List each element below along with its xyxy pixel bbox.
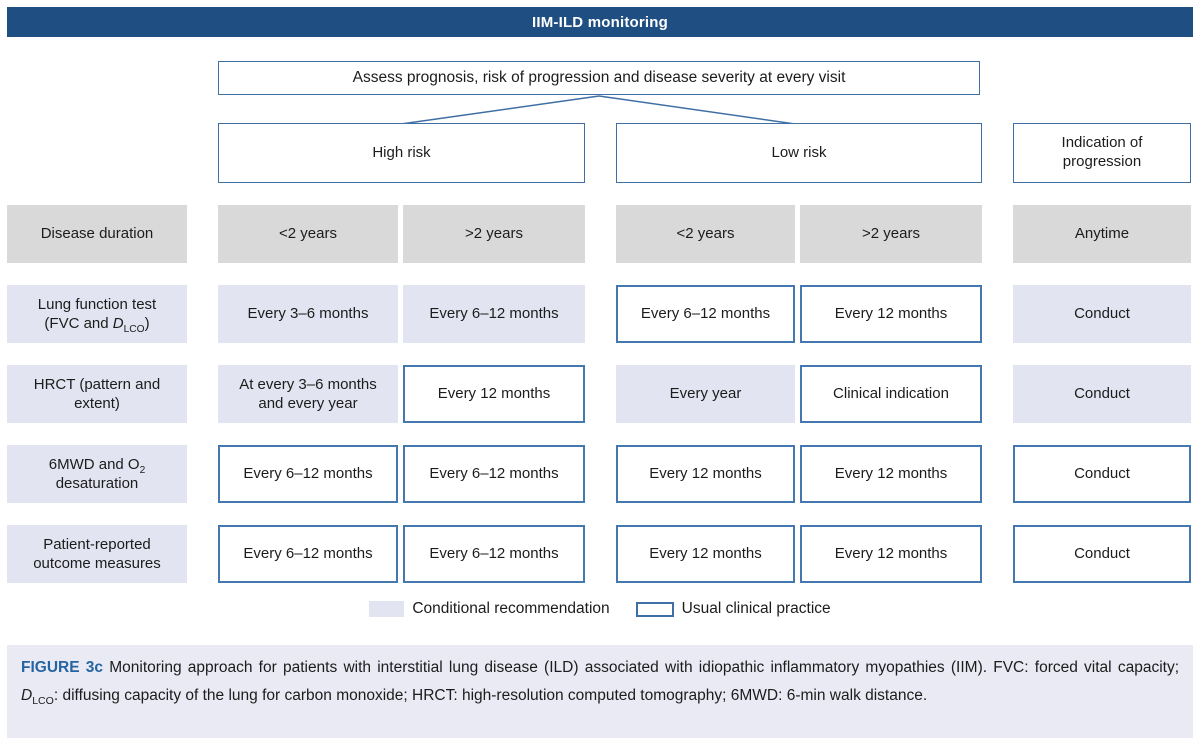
grid-cell: Conduct <box>1013 285 1191 343</box>
legend-item-conditional: Conditional recommendation <box>369 600 610 618</box>
cell-text: Every 12 months <box>437 385 551 403</box>
grid-cell: Every 6–12 months <box>403 445 585 503</box>
cell-text: >2 years <box>465 225 523 243</box>
grid-cell: Every 6–12 months <box>403 285 585 343</box>
label-pre: Lung function test (FVC and <box>37 295 157 333</box>
cell-text: Conduct <box>1074 545 1130 563</box>
legend-item-usual: Usual clinical practice <box>635 600 831 618</box>
grid-cell: Every 12 months <box>616 525 795 583</box>
legend-conditional-label: Conditional recommendation <box>412 600 610 617</box>
caption-text-1: Monitoring approach for patients with in… <box>103 659 1179 676</box>
title-bar: IIM-ILD monitoring <box>7 7 1193 37</box>
label-pre: 6MWD and O <box>48 455 140 473</box>
cell-text: Every 12 months <box>834 465 948 483</box>
cell-text: Every 6–12 months <box>429 465 559 483</box>
grid-cell: Every 12 months <box>800 525 982 583</box>
grid-cell: >2 years <box>403 205 585 263</box>
cell-text: <2 years <box>279 225 337 243</box>
label-post: desaturation <box>55 475 139 492</box>
monitoring-grid: Disease duration <2 years >2 years <2 ye… <box>7 205 1191 583</box>
grid-cell: <2 years <box>616 205 795 263</box>
cell-text: Every 3–6 months <box>247 305 369 323</box>
label-italic: D <box>112 315 124 332</box>
label-sub: LCO <box>123 324 145 335</box>
cell-text: Conduct <box>1074 465 1130 483</box>
indication-of-progression-box: Indication of progression <box>1013 123 1191 183</box>
legend-usual-label: Usual clinical practice <box>681 600 831 617</box>
figure-number: FIGURE 3c <box>21 659 104 676</box>
indication-label: Indication of progression <box>1061 134 1143 170</box>
low-risk-box: Low risk <box>616 123 982 183</box>
label-pre: Disease duration <box>40 225 154 243</box>
cell-text: At every 3–6 months and every year <box>239 375 377 413</box>
cell-text: Every 6–12 months <box>243 545 373 563</box>
conditional-swatch-icon <box>369 601 405 617</box>
grid-cell: Every 6–12 months <box>218 525 398 583</box>
cell-text: <2 years <box>676 225 735 243</box>
grid-cell: Conduct <box>1013 445 1191 503</box>
caption-text-2: : diffusing capacity of the lung for car… <box>53 687 928 704</box>
connector-line-high-risk <box>400 95 600 125</box>
row-label-proms: Patient-reported outcome measures <box>7 525 187 583</box>
low-risk-label: Low risk <box>771 143 827 161</box>
grid-cell: Every 6–12 months <box>218 445 398 503</box>
row-label-text: Lung function test (FVC and DLCO) <box>21 295 173 335</box>
row-label-text: 6MWD and O2 desaturation <box>21 455 173 494</box>
cell-text: Every 12 months <box>834 545 948 563</box>
legend: Conditional recommendation Usual clinica… <box>0 597 1200 621</box>
cell-text: Every 6–12 months <box>243 465 373 483</box>
label-pre: HRCT (pattern and extent) <box>33 375 161 413</box>
caption-dlco-sub: LCO <box>32 695 54 708</box>
connector-line-low-risk <box>598 95 796 125</box>
grid-cell: Clinical indication <box>800 365 982 423</box>
grid-cell: Every 12 months <box>616 445 795 503</box>
row-label-lung-function: Lung function test (FVC and DLCO) <box>7 285 187 343</box>
cell-text: Conduct <box>1074 385 1130 403</box>
cell-text: >2 years <box>862 225 920 243</box>
title-bar-label: IIM-ILD monitoring <box>531 13 669 31</box>
figure-caption: FIGURE 3c Monitoring approach for patien… <box>7 645 1193 738</box>
grid-cell: Every year <box>616 365 795 423</box>
cell-text: Conduct <box>1074 305 1130 323</box>
grid-cell: <2 years <box>218 205 398 263</box>
cell-text: Anytime <box>1074 225 1130 243</box>
grid-cell: Every 3–6 months <box>218 285 398 343</box>
grid-cell: Every 6–12 months <box>616 285 795 343</box>
label-pre: Patient-reported outcome measures <box>33 535 161 573</box>
label-post: ) <box>144 315 150 332</box>
row-label-disease-duration: Disease duration <box>7 205 187 263</box>
cell-text: Every 12 months <box>649 465 762 483</box>
grid-cell: Anytime <box>1013 205 1191 263</box>
cell-text: Every 6–12 months <box>640 305 771 323</box>
cell-text: Every 12 months <box>834 305 948 323</box>
high-risk-label: High risk <box>372 143 431 161</box>
cell-text: Every 12 months <box>649 545 762 563</box>
row-label-text: Patient-reported outcome measures <box>21 535 173 574</box>
cell-text: Every 6–12 months <box>429 545 559 563</box>
grid-cell: Every 12 months <box>800 445 982 503</box>
cell-text: Every year <box>669 385 742 403</box>
row-label-text: HRCT (pattern and extent) <box>21 375 173 414</box>
grid-cell: Conduct <box>1013 525 1191 583</box>
row-label-hrct: HRCT (pattern and extent) <box>7 365 187 423</box>
high-risk-box: High risk <box>218 123 585 183</box>
row-label-6mwd: 6MWD and O2 desaturation <box>7 445 187 503</box>
row-label-text: Disease duration <box>41 224 154 244</box>
usual-swatch-icon <box>635 601 674 617</box>
assess-box-label: Assess prognosis, risk of progression an… <box>352 69 846 87</box>
grid-cell: Every 12 months <box>403 365 585 423</box>
label-sub: 2 <box>139 464 146 476</box>
grid-cell: >2 years <box>800 205 982 263</box>
grid-cell: Conduct <box>1013 365 1191 423</box>
assess-box: Assess prognosis, risk of progression an… <box>218 61 980 95</box>
cell-text: Every 6–12 months <box>429 305 559 323</box>
grid-cell: At every 3–6 months and every year <box>218 365 398 423</box>
grid-cell: Every 12 months <box>800 285 982 343</box>
grid-cell: Every 6–12 months <box>403 525 585 583</box>
caption-dlco-italic: D <box>21 687 33 704</box>
cell-text: Clinical indication <box>833 385 949 403</box>
